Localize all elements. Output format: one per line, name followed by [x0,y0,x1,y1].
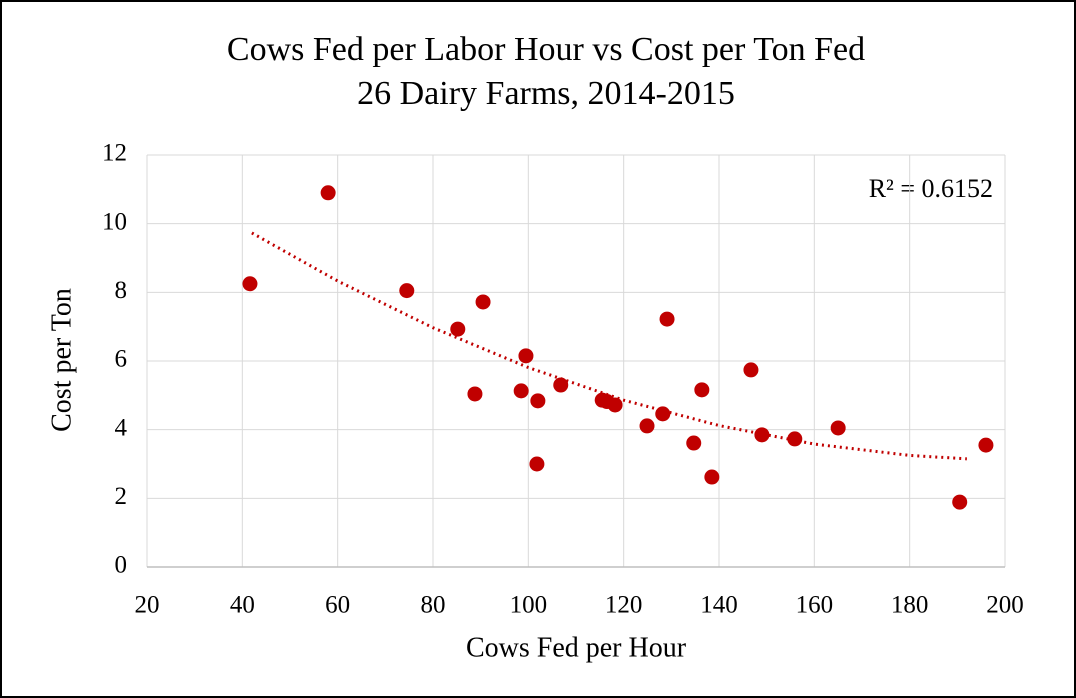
data-point [978,437,994,453]
y-tick-label: 0 [115,552,128,579]
x-axis-label: Cows Fed per Hour [466,632,687,663]
data-point [639,418,655,434]
x-tick-label: 160 [796,592,834,619]
x-tick-label: 140 [700,592,738,619]
x-tick-label: 120 [605,592,643,619]
y-tick-label: 10 [102,208,127,235]
data-point [513,383,529,399]
data-point [530,393,546,409]
x-tick-label: 80 [421,592,446,619]
x-tick-label: 60 [325,592,350,619]
data-point [754,427,770,443]
data-point [694,382,710,398]
data-point [399,283,415,299]
x-tick-label: 200 [986,592,1024,619]
data-point [704,469,720,485]
data-point [659,311,675,327]
chart-subtitle: 26 Dairy Farms, 2014-2015 [357,75,735,112]
y-tick-label: 12 [102,140,127,167]
data-point [607,397,623,413]
data-point [655,406,671,422]
data-point [787,431,803,447]
data-point [475,294,491,310]
data-point [686,435,702,451]
chart-title: Cows Fed per Labor Hour vs Cost per Ton … [227,31,865,68]
r-squared-annotation: R² = 0.6152 [869,174,993,203]
x-tick-label: 40 [230,592,255,619]
data-point [242,276,258,292]
x-tick-label: 180 [891,592,929,619]
x-tick-label: 20 [135,592,160,619]
y-tick-label: 2 [115,483,128,510]
data-point [743,362,759,378]
data-point [952,494,968,510]
y-tick-label: 4 [115,414,128,441]
data-point [830,420,846,436]
trendline [251,231,967,461]
y-axis-label: Cost per Ton [46,288,77,432]
y-tick-label: 6 [115,346,128,373]
data-point [320,185,336,201]
y-tick-label: 8 [115,277,128,304]
data-point [467,386,483,402]
data-point [553,377,569,393]
data-point [518,348,534,364]
x-tick-label: 100 [510,592,548,619]
data-point [450,321,466,337]
data-point [529,456,545,472]
